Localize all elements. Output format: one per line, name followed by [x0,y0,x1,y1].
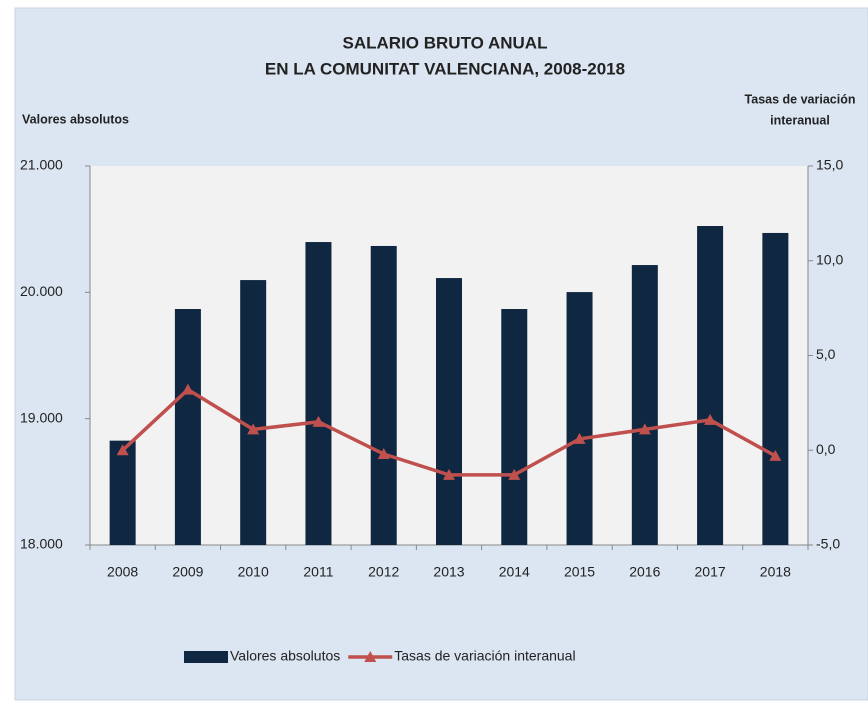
y-tick-label: 21.000 [20,157,63,173]
x-tick-label: 2012 [368,564,399,580]
x-tick-label: 2013 [433,564,464,580]
bar [174,309,201,545]
y2-axis-label: Tasas de variación [745,92,856,106]
x-tick-label: 2014 [499,564,530,580]
chart-title: SALARIO BRUTO ANUAL [343,33,548,52]
marker [312,415,325,427]
y2-tick-label: 5,0 [816,346,836,362]
y-axis-label: Valores absolutos [22,112,129,126]
marker [769,449,782,461]
bar [501,309,528,545]
bar [762,232,789,545]
x-tick-label: 2017 [695,564,726,580]
y-tick-label: 18.000 [20,536,63,552]
bar [436,278,462,545]
x-tick-label: 2009 [172,564,203,580]
chart-title: EN LA COMUNITAT VALENCIANA, 2008-2018 [265,59,625,78]
bar [370,245,397,545]
x-tick-label: 2018 [760,564,791,580]
y2-tick-label: -5,0 [816,536,840,552]
x-tick-label: 2010 [238,564,269,580]
marker [638,423,651,435]
marker [704,413,717,425]
marker [116,444,129,456]
y-tick-label: 20.000 [20,283,63,299]
marker [443,468,455,480]
y2-axis-label: interanual [770,113,830,127]
legend-swatch [184,651,228,663]
marker [508,468,521,480]
marker [377,448,390,460]
y2-tick-label: 0,0 [816,441,836,457]
bar [109,440,136,545]
x-tick-label: 2016 [629,564,660,580]
bar [566,292,593,545]
x-tick-label: 2008 [107,564,138,580]
legend-swatch [364,651,377,662]
bar [305,242,332,545]
y2-tick-label: 15,0 [816,157,843,173]
x-tick-label: 2015 [564,564,595,580]
marker [573,432,586,444]
marker [247,423,260,435]
y-tick-label: 19.000 [20,409,63,425]
marker [181,383,194,395]
legend-label: Valores absolutos [230,648,340,664]
bar [631,265,658,545]
bar [240,280,267,545]
legend-label: Tasas de variación interanual [394,648,575,664]
bar [697,226,724,545]
x-tick-label: 2011 [303,564,333,580]
y2-tick-label: 10,0 [816,251,843,267]
